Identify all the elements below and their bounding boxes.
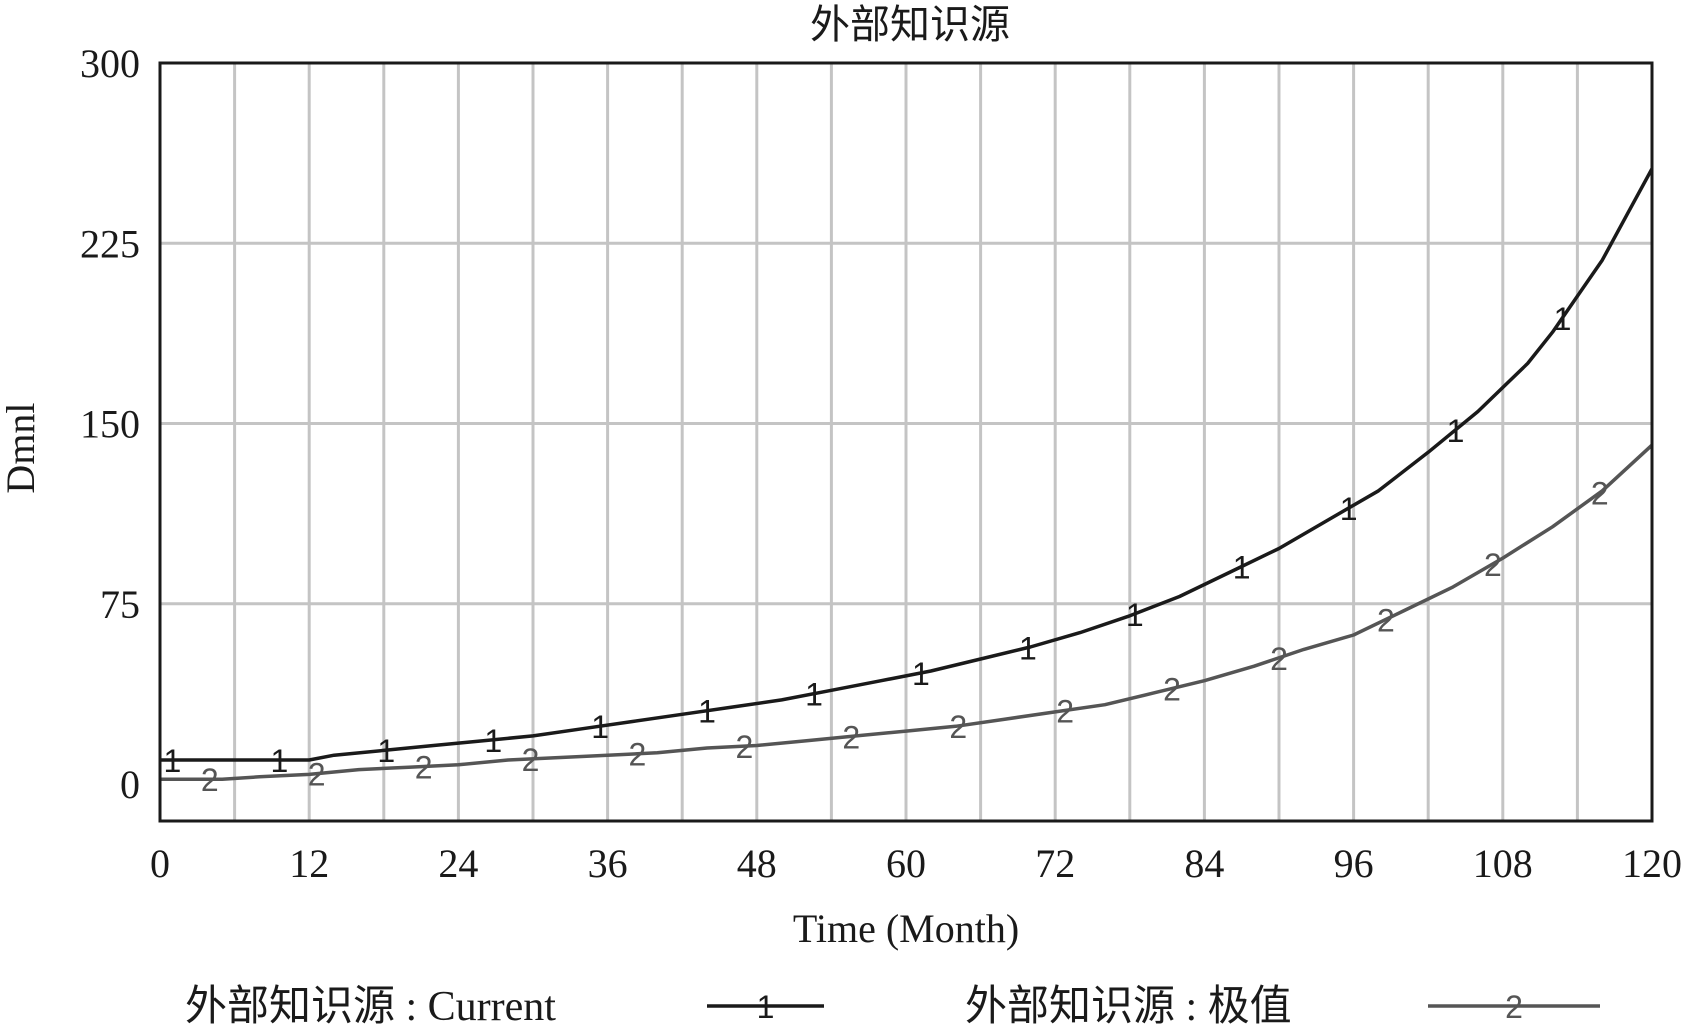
x-tick-label: 72 — [1035, 841, 1075, 886]
x-tick-label: 108 — [1473, 841, 1533, 886]
x-tick-label: 96 — [1334, 841, 1374, 886]
y-axis-label: Dmnl — [0, 402, 43, 493]
series-marker: 1 — [1126, 597, 1144, 633]
series-marker: 2 — [1484, 547, 1502, 583]
series-marker: 2 — [1056, 693, 1074, 729]
series-marker: 2 — [842, 719, 860, 755]
legend-marker: 2 — [1505, 989, 1523, 1025]
series-marker: 2 — [1270, 641, 1288, 677]
x-axis-label: Time (Month) — [793, 906, 1019, 951]
series-marker: 1 — [912, 656, 930, 692]
x-tick-label: 48 — [737, 841, 777, 886]
plot-frame — [158, 61, 1654, 823]
legend-item-2: 外部知识源 : 极值 2 — [965, 984, 1600, 1029]
series-marker: 2 — [308, 757, 326, 793]
series-marker: 1 — [164, 743, 182, 779]
series-marker: 2 — [415, 749, 433, 785]
x-tick-label: 60 — [886, 841, 926, 886]
series-marker: 2 — [1377, 602, 1395, 638]
x-tick-label: 24 — [438, 841, 478, 886]
series-line — [160, 167, 1654, 762]
series-marker: 1 — [591, 709, 609, 745]
legend-item-1: 外部知识源 : Current 1 — [185, 984, 824, 1029]
series-marker: 1 — [377, 733, 395, 769]
series-marker: 2 — [1591, 476, 1609, 512]
series-marker: 1 — [1554, 301, 1572, 337]
x-tick-label: 36 — [588, 841, 628, 886]
x-axis-ticks: 0 12 24 36 48 60 72 84 96 108 120 — [150, 841, 1682, 886]
y-tick-label: 300 — [80, 41, 140, 86]
series-marker: 1 — [484, 723, 502, 759]
legend: 外部知识源 : Current 1 外部知识源 : 极值 2 — [185, 984, 1600, 1029]
series-marker: 2 — [201, 762, 219, 798]
series-marker: 2 — [735, 729, 753, 765]
x-tick-label: 0 — [150, 841, 170, 886]
series-marker: 1 — [1447, 413, 1465, 449]
series-marker: 1 — [698, 694, 716, 730]
x-tick-label: 120 — [1622, 841, 1682, 886]
y-axis-ticks: 0 75 150 225 300 — [80, 41, 140, 807]
legend-label: 外部知识源 : 极值 — [965, 984, 1292, 1029]
series-marker: 1 — [270, 743, 288, 779]
series-marker: 1 — [1019, 631, 1037, 667]
series-marker: 2 — [522, 742, 540, 778]
chart-title: 外部知识源 — [810, 2, 1010, 47]
legend-marker: 1 — [757, 989, 775, 1025]
series-marker: 2 — [1163, 671, 1181, 707]
series-2: 2 2 2 2 2 2 2 2 2 2 2 2 2 2 — [160, 443, 1654, 798]
x-tick-label: 12 — [289, 841, 329, 886]
y-tick-label: 0 — [120, 762, 140, 807]
series-marker: 1 — [1233, 549, 1251, 585]
legend-label: 外部知识源 : Current — [185, 984, 556, 1029]
series-marker: 2 — [949, 709, 967, 745]
y-tick-label: 225 — [80, 221, 140, 266]
y-tick-label: 75 — [100, 582, 140, 627]
series-1: 1 1 1 1 1 1 1 1 1 1 1 1 1 1 — [160, 167, 1654, 779]
series-marker: 1 — [1340, 491, 1358, 527]
y-tick-label: 150 — [80, 402, 140, 447]
series-marker: 2 — [629, 737, 647, 773]
series-marker: 1 — [805, 677, 823, 713]
series-line — [160, 443, 1654, 781]
x-tick-label: 84 — [1184, 841, 1224, 886]
grid — [160, 63, 1652, 821]
